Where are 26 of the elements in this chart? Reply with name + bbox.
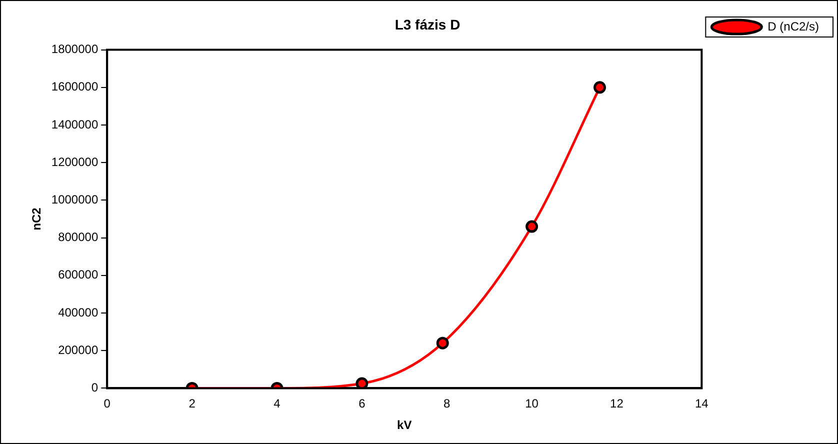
y-tick-label: 1400000 xyxy=(51,117,98,132)
y-tick-label: 600000 xyxy=(58,268,98,282)
x-tick-label: 12 xyxy=(610,396,624,411)
y-tick-label: 1600000 xyxy=(51,80,98,94)
x-tick-label: 0 xyxy=(104,396,111,411)
y-tick-label: 200000 xyxy=(58,342,98,357)
y-axis-title: nC2 xyxy=(30,207,44,230)
y-tick-label: 1800000 xyxy=(51,42,98,56)
y-tick-label: 1200000 xyxy=(51,154,98,169)
x-tick-label: 4 xyxy=(274,396,281,411)
x-tick-label: 6 xyxy=(358,396,366,411)
y-tick-label: 800000 xyxy=(58,230,98,244)
point xyxy=(593,81,606,94)
y-tick-label: 1000000 xyxy=(51,192,98,207)
x-tick-label: 2 xyxy=(188,396,196,411)
legend-label: D (nC2/s) xyxy=(768,19,820,34)
point xyxy=(356,377,368,388)
x-axis-title: kV xyxy=(397,418,412,432)
x-tick-label: 8 xyxy=(444,396,451,411)
chart-title: L3 fázis D xyxy=(394,16,460,32)
point xyxy=(436,336,449,350)
x-tick-label: 10 xyxy=(525,396,539,411)
x-tick-label: 14 xyxy=(694,396,709,411)
y-tick-label: 0 xyxy=(91,380,98,395)
point xyxy=(526,220,538,233)
y-tick-label: 400000 xyxy=(58,305,98,320)
